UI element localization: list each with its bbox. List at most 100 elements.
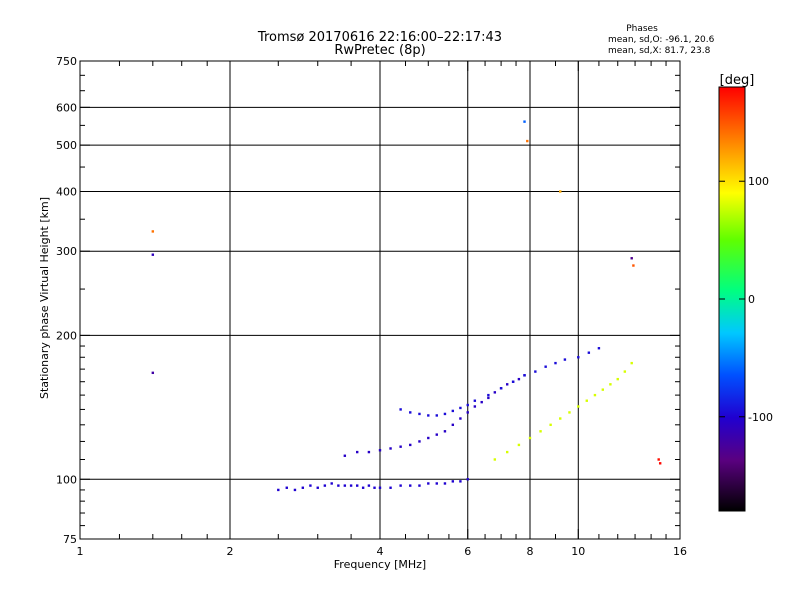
data-point: [309, 484, 312, 487]
data-point: [151, 253, 155, 256]
phase-stats-x: mean, sd,X: 81.7, 23.8: [608, 46, 711, 56]
data-point: [493, 391, 497, 394]
x-tick-label: 16: [673, 545, 687, 558]
data-point: [623, 370, 627, 373]
x-tick-labels: 1 2 4 6 8 10 16: [77, 545, 688, 558]
data-point: [418, 412, 421, 416]
x-tick-label: 4: [377, 545, 384, 558]
data-point: [480, 400, 483, 404]
data-point: [399, 484, 402, 487]
data-point: [378, 449, 382, 452]
x-tick-label: 10: [571, 545, 585, 558]
axis-ticks: [79, 60, 681, 540]
data-point: [528, 436, 532, 440]
data-point: [585, 399, 588, 402]
data-point: [373, 486, 376, 489]
data-point: [443, 412, 447, 416]
data-point: [459, 480, 462, 483]
data-point: [630, 361, 633, 365]
scatter-points: [151, 120, 662, 492]
data-point: [378, 486, 382, 489]
chart-subtitle: RwPretec (8p): [334, 43, 425, 58]
data-point: [435, 433, 438, 436]
data-point: [399, 408, 402, 411]
data-point: [544, 365, 547, 368]
data-point: [630, 257, 633, 260]
data-point: [559, 417, 562, 420]
data-point: [473, 399, 477, 402]
data-point: [285, 486, 288, 489]
data-point: [361, 486, 365, 489]
data-point: [517, 443, 521, 447]
x-axis-label: Frequency [MHz]: [334, 558, 426, 571]
data-point: [343, 484, 347, 487]
data-point: [466, 411, 469, 414]
y-axis-label: Stationary phase Virtual Height [km]: [38, 197, 51, 399]
data-point: [355, 450, 359, 454]
data-point: [367, 484, 371, 487]
x-tick-label: 6: [464, 545, 471, 558]
y-tick-label: 400: [56, 185, 77, 198]
x-tick-label: 8: [527, 545, 534, 558]
data-point: [554, 361, 557, 365]
data-point: [487, 393, 490, 397]
colorbar-tick-label: 100: [748, 175, 769, 188]
data-point: [459, 406, 462, 410]
data-point: [418, 440, 421, 443]
data-point: [568, 411, 571, 414]
data-point: [549, 423, 552, 427]
data-point: [609, 383, 612, 386]
y-tick-label: 300: [56, 245, 77, 258]
x-tick-label: 2: [227, 545, 234, 558]
x-tick-label: 1: [77, 545, 84, 558]
colorbar-tick-label: -100: [748, 411, 773, 424]
data-point: [418, 484, 421, 487]
data-point: [466, 403, 469, 407]
data-point: [487, 396, 490, 400]
data-point: [473, 405, 477, 408]
data-point: [151, 230, 155, 233]
y-tick-label: 75: [63, 533, 77, 546]
data-point: [466, 478, 469, 481]
colorbar-ticks: 100 0 -100: [719, 175, 773, 424]
data-point: [367, 450, 371, 454]
phase-stats-o: mean, sd,O: -96.1, 20.6: [608, 35, 715, 45]
data-point: [657, 458, 660, 461]
data-point: [459, 417, 462, 420]
colorbar-tick-label: 0: [748, 293, 755, 306]
data-point: [427, 482, 430, 485]
data-point: [435, 482, 438, 485]
data-point: [563, 358, 567, 361]
data-point: [293, 488, 297, 492]
data-point: [499, 387, 503, 390]
data-point: [427, 414, 430, 417]
data-point: [451, 480, 455, 483]
data-point: [534, 370, 537, 373]
data-point: [409, 443, 412, 447]
data-point: [151, 371, 155, 375]
chart-title: Tromsø 20170616 22:16:00–22:17:43: [257, 30, 502, 45]
data-point: [587, 351, 591, 354]
data-point: [597, 347, 601, 350]
data-point: [343, 454, 347, 457]
data-point: [658, 462, 662, 465]
y-tick-labels: 75 100 200 300 400 500 600 750: [56, 55, 77, 546]
data-point: [505, 383, 509, 386]
data-point: [526, 139, 529, 143]
data-point: [616, 377, 619, 381]
data-point: [435, 414, 438, 417]
data-point: [349, 484, 353, 487]
data-point: [409, 411, 412, 414]
y-tick-label: 600: [56, 101, 77, 114]
data-point: [389, 447, 392, 450]
data-point: [559, 190, 562, 193]
data-point: [323, 484, 327, 487]
data-point: [409, 484, 412, 487]
y-tick-label: 200: [56, 329, 77, 342]
data-point: [493, 458, 497, 461]
data-point: [632, 264, 635, 267]
data-point: [443, 482, 447, 485]
gridlines: [80, 61, 680, 539]
data-point: [505, 450, 509, 454]
data-point: [277, 488, 280, 492]
